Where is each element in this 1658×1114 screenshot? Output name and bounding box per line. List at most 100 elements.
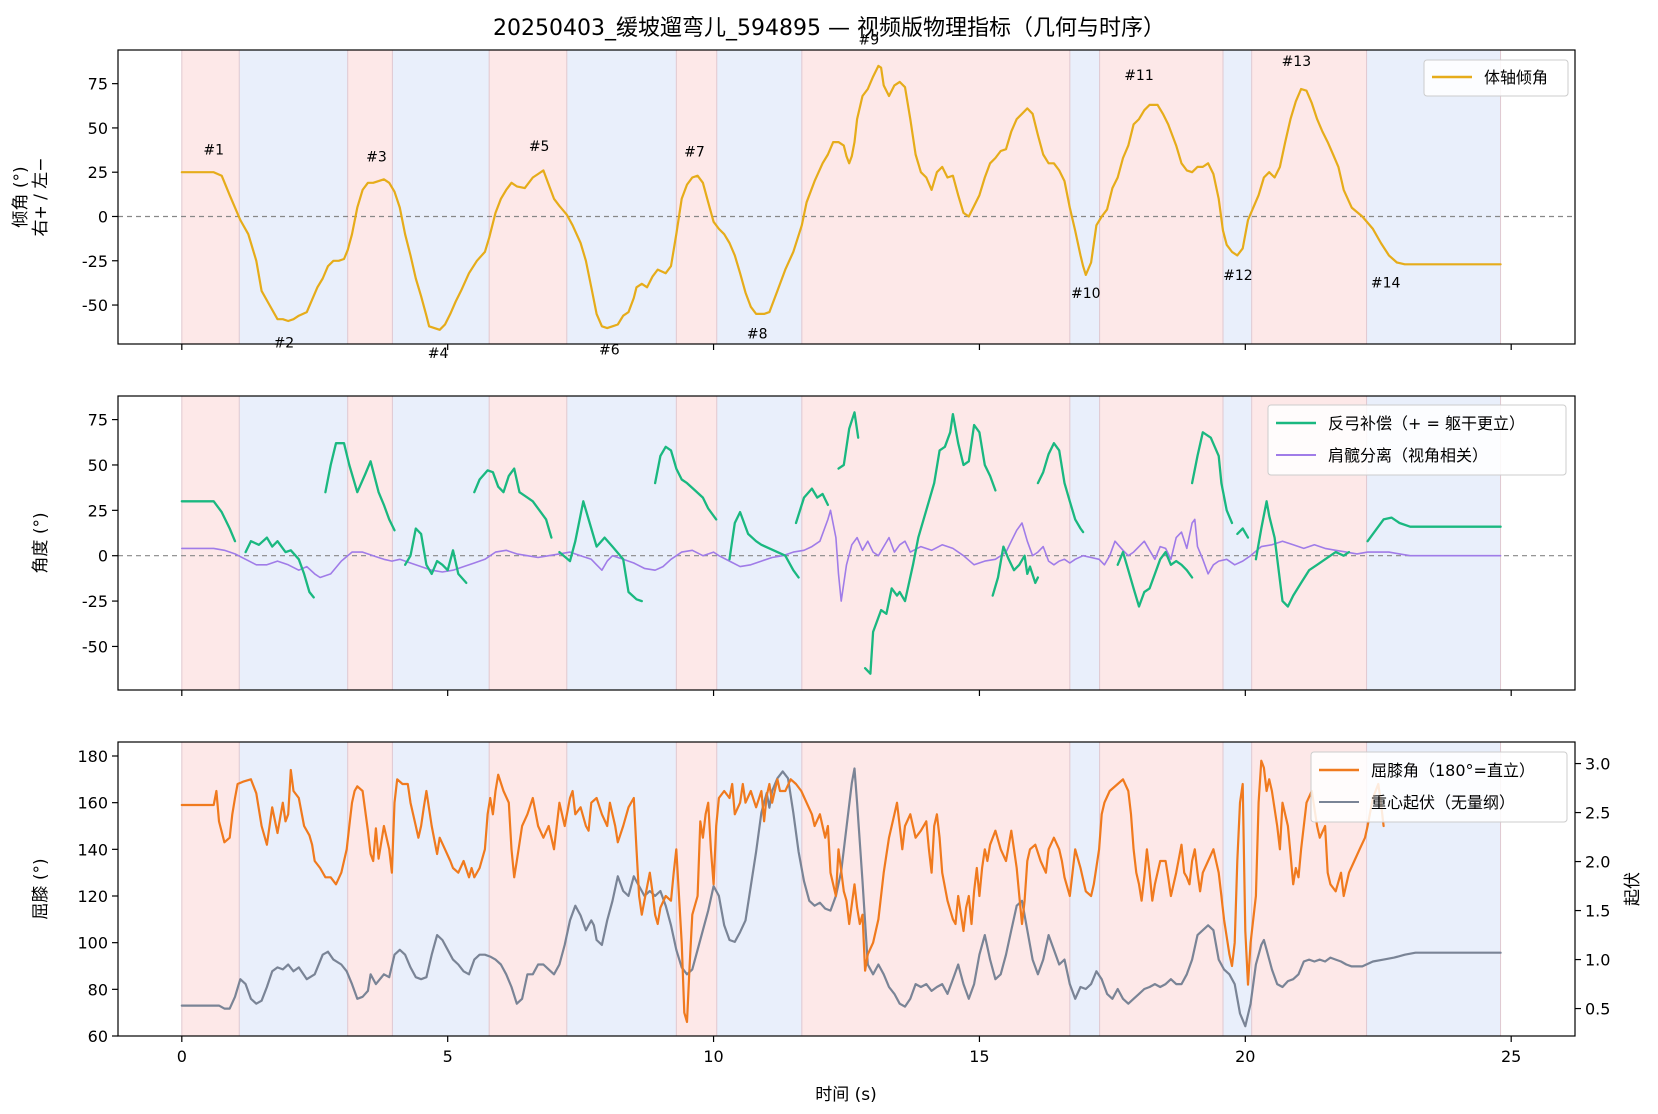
series-line-counter	[1254, 500, 1351, 608]
y-tick-label: 75	[88, 411, 108, 430]
y-tick-label: 80	[88, 980, 108, 999]
y-tick-label-right: 0.5	[1585, 1000, 1610, 1019]
angle-legend: 反弓补偿（+ = 躯干更立） 肩髋分离（视角相关）	[1267, 404, 1567, 476]
series-line-counter	[1190, 431, 1234, 525]
phase-band	[239, 50, 348, 344]
turn-label: #9	[859, 33, 880, 49]
turn-label: #11	[1124, 68, 1154, 84]
phase-band	[1069, 50, 1100, 344]
y-tick-label-right: 2.0	[1585, 853, 1610, 872]
phase-band	[347, 396, 393, 690]
phase-band	[566, 396, 677, 690]
y-axis-label: 倾角 (°)	[11, 166, 31, 227]
series-line-counter	[837, 411, 860, 470]
y-tick-label: -50	[82, 637, 108, 656]
y-tick-label: 120	[77, 887, 108, 906]
turn-label: #13	[1282, 54, 1312, 70]
phase-band	[181, 396, 240, 690]
turn-label: #5	[529, 139, 550, 155]
series-line-counter	[244, 536, 315, 599]
phase-band	[1222, 50, 1252, 344]
phase-band	[676, 742, 717, 1036]
series-line-counter	[991, 545, 1040, 597]
angle-series	[180, 411, 1502, 675]
y-axis-sublabel: 右+ / 左−	[31, 157, 51, 236]
tilt-panel: #1#2#3#4#5#6#7#8#9#10#11#12#13#14 -50-25…	[11, 33, 1576, 362]
y-axis-label: 屈膝 (°)	[31, 858, 51, 919]
series-line-counter	[558, 500, 643, 603]
x-tick-label: 20	[1235, 1047, 1255, 1066]
phase-band	[566, 50, 677, 344]
y-tick-label: 140	[77, 840, 108, 859]
phase-band	[347, 50, 393, 344]
x-tick-label: 5	[443, 1047, 453, 1066]
series-line-counter	[403, 527, 468, 585]
y-tick-label: 25	[88, 163, 108, 182]
legend-label: 反弓补偿（+ = 躯干更立）	[1328, 414, 1525, 433]
series-line-counter	[794, 487, 830, 525]
phase-band	[1366, 50, 1501, 344]
x-ticks	[181, 344, 1512, 350]
tilt-series	[180, 64, 1502, 331]
phase-band	[1069, 396, 1100, 690]
y-tick-label: -25	[82, 592, 108, 611]
tilt-legend: 体轴倾角	[1423, 59, 1569, 97]
series-line-knee	[180, 759, 1385, 1024]
series-line-counter	[473, 467, 553, 539]
phase-band	[489, 742, 567, 1036]
angle-panel: -50 -25 0 25 50 75 角度 (°) 反弓补偿（+ = 躯干更立） 肩髋分离…	[31, 395, 1576, 696]
x-tick-label: 25	[1501, 1047, 1521, 1066]
chart-title: 20250403_缓坡遛弯儿_594895 — 视频版物理指标（几何与时序）	[493, 16, 1165, 41]
series-line-shoulder	[181, 509, 1502, 602]
legend-label: 重心起伏（无量纲）	[1371, 793, 1515, 812]
plot-frame	[117, 49, 1576, 345]
phase-band	[392, 396, 490, 690]
turn-label: #7	[684, 144, 705, 160]
series-line-counter	[863, 412, 997, 675]
x-ticks: 0 5 10 15 20 25	[177, 1036, 1521, 1066]
y-tick-label: 60	[88, 1027, 108, 1046]
turn-label: #4	[428, 346, 449, 362]
turn-label: #1	[203, 142, 224, 158]
y-tick-label: 75	[88, 75, 108, 94]
y-ticks: 60 80 100 120 140 160 180	[77, 747, 118, 1046]
turn-label: #10	[1071, 286, 1101, 302]
phase-band	[716, 50, 802, 344]
y-tick-label: -25	[82, 252, 108, 271]
phase-band	[1099, 50, 1223, 344]
x-tick-label: 0	[177, 1047, 187, 1066]
x-ticks	[181, 690, 1512, 696]
phase-band	[392, 742, 490, 1036]
knee-series	[180, 759, 1502, 1028]
x-tick-label: 15	[969, 1047, 989, 1066]
y-tick-label: 160	[77, 794, 108, 813]
y-ticks: -50 -25 0 25 50 75	[82, 411, 118, 656]
y-tick-label: 180	[77, 747, 108, 766]
phase-bands	[181, 50, 1502, 344]
y-ticks: -50 -25 0 25 50 75	[82, 75, 118, 315]
y-tick-label-right: 1.5	[1585, 902, 1610, 921]
series-line-counter	[1036, 442, 1085, 534]
y-axis-label-right: 起伏	[1623, 872, 1643, 906]
phase-band	[801, 50, 1070, 344]
y-ticks-right: 0.5 1.0 1.5 2.0 2.5 3.0	[1575, 755, 1610, 1019]
phase-band	[1222, 396, 1252, 690]
series-line-counter	[653, 445, 718, 521]
series-line-counter	[728, 510, 800, 579]
knee-legend: 屈膝角（180°=直立） 重心起伏（无量纲）	[1310, 751, 1568, 823]
phase-band	[801, 742, 1070, 1036]
series-line-tilt	[180, 64, 1502, 331]
legend-label: 肩髋分离（视角相关）	[1328, 446, 1488, 465]
y-tick-label: 0	[98, 547, 108, 566]
phase-band	[392, 50, 490, 344]
phase-band	[1099, 396, 1223, 690]
y-tick-label-right: 3.0	[1585, 755, 1610, 774]
series-line-counter	[1366, 516, 1502, 543]
legend-label: 体轴倾角	[1484, 68, 1548, 87]
series-line-counter	[1116, 550, 1194, 608]
turn-label: #12	[1223, 268, 1253, 284]
y-tick-label: 25	[88, 501, 108, 520]
turn-label: #8	[747, 327, 768, 343]
